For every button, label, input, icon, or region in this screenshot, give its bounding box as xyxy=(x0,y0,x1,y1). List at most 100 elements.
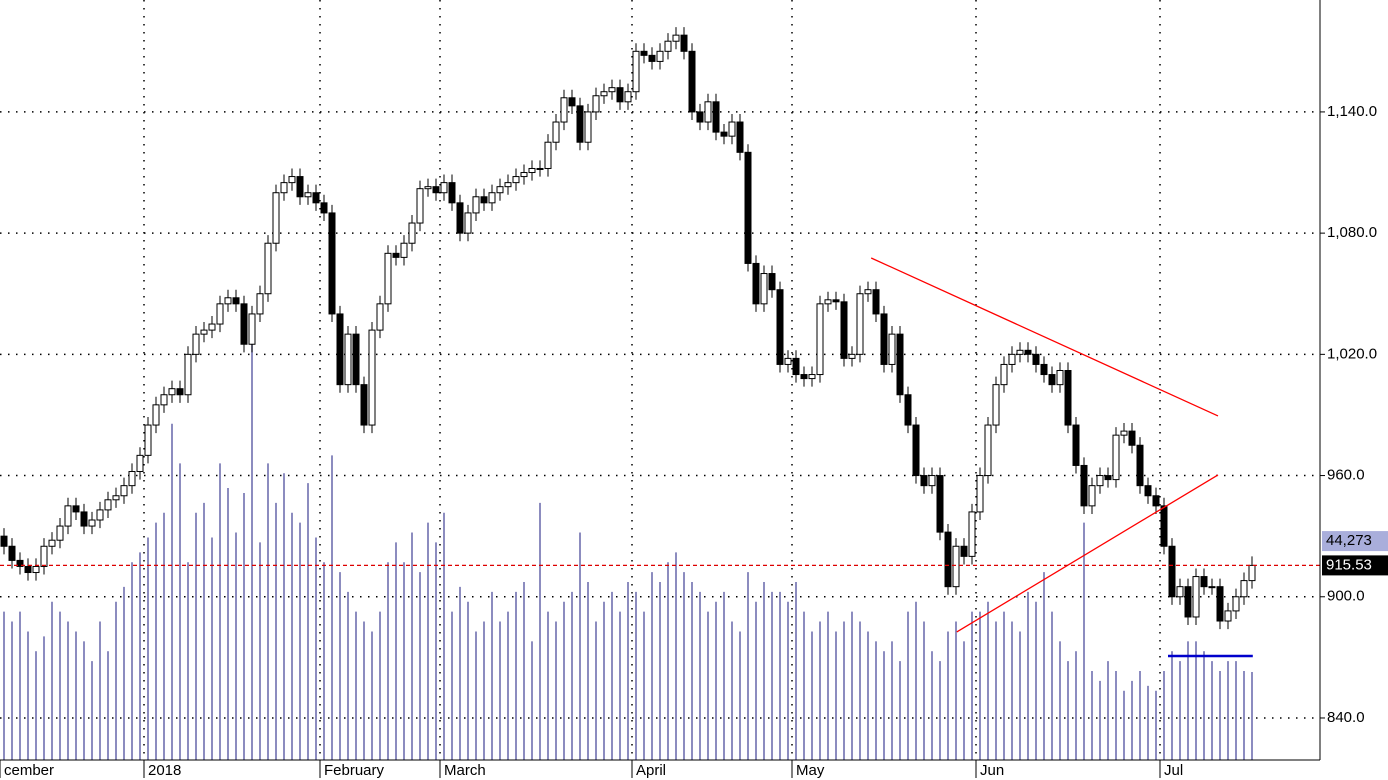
x-tick-label: Jul xyxy=(1164,762,1183,779)
candle-body xyxy=(112,495,120,501)
candle-body xyxy=(992,384,1000,426)
candle-body xyxy=(624,91,632,103)
candle-body xyxy=(152,404,160,426)
candle-body xyxy=(816,303,824,376)
candle-body xyxy=(1128,430,1136,446)
candle-body xyxy=(224,297,232,305)
candle-body xyxy=(520,172,528,178)
candle-body xyxy=(1240,580,1248,598)
candle-body xyxy=(8,545,16,561)
candle-body xyxy=(168,388,176,396)
candle-body xyxy=(1008,353,1016,365)
candle-body xyxy=(72,505,80,513)
trend-line xyxy=(956,474,1219,633)
candle-body xyxy=(984,424,992,477)
y-tick-label: 960.0 xyxy=(1327,467,1365,484)
candle-body xyxy=(1208,586,1216,589)
candle-body xyxy=(264,242,272,295)
candle-body xyxy=(1216,586,1224,622)
candle-body xyxy=(232,297,240,305)
candle-body xyxy=(568,97,576,107)
candle-body xyxy=(576,105,584,143)
candle-body xyxy=(192,333,200,355)
candle-body xyxy=(1200,576,1208,588)
candle-body xyxy=(952,545,960,588)
candle-body xyxy=(1168,545,1176,598)
candle-body xyxy=(1192,576,1200,618)
candle-body xyxy=(1024,349,1032,355)
candle-body xyxy=(104,499,112,511)
candle-body xyxy=(840,301,848,359)
candle-body xyxy=(256,293,264,315)
candle-body xyxy=(472,196,480,214)
candle-body xyxy=(200,329,208,335)
last-price-box xyxy=(1322,555,1388,576)
candle-body xyxy=(936,475,944,533)
candle-body xyxy=(528,167,536,174)
candle-body xyxy=(704,101,712,123)
candle-body xyxy=(296,176,304,198)
candle-body xyxy=(1096,475,1104,487)
candle-body xyxy=(48,539,56,547)
candle-body xyxy=(856,293,864,355)
candle-body xyxy=(240,303,248,345)
x-tick-label: April xyxy=(636,762,666,779)
candle-body xyxy=(488,192,496,204)
candle-body xyxy=(408,222,416,244)
candle-body xyxy=(1032,353,1040,365)
candle-body xyxy=(960,545,968,557)
candle-body xyxy=(944,531,952,588)
candle-body xyxy=(320,202,328,214)
candle-body xyxy=(352,333,360,386)
candle-body xyxy=(848,353,856,359)
x-tick-label: February xyxy=(324,762,385,779)
candle-body xyxy=(400,242,408,258)
candle-body xyxy=(736,121,744,153)
trend-line xyxy=(870,257,1219,417)
candle-body xyxy=(456,202,464,234)
candle-body xyxy=(88,519,96,527)
candle-body xyxy=(440,182,448,194)
candle-body xyxy=(1016,349,1024,355)
candle-body xyxy=(40,545,48,567)
candle-body xyxy=(448,182,456,204)
candle-body xyxy=(1072,424,1080,466)
candle-body xyxy=(184,353,192,396)
candle-body xyxy=(728,121,736,137)
candle-body xyxy=(512,176,520,184)
candle-body xyxy=(744,151,752,264)
candle-body xyxy=(120,485,128,497)
candle-body xyxy=(912,424,920,477)
candle-body xyxy=(336,313,344,386)
candle-body xyxy=(160,394,168,406)
y-tick-label: 1,020.0 xyxy=(1327,345,1377,362)
candle-body xyxy=(1248,564,1256,582)
candle-body xyxy=(752,262,760,305)
candle-body xyxy=(280,182,288,194)
candle-body xyxy=(376,303,384,331)
candle-body xyxy=(640,50,648,56)
candle-body xyxy=(1232,596,1240,612)
candle-body xyxy=(664,40,672,52)
candle-body xyxy=(312,192,320,204)
candle-body xyxy=(80,511,88,527)
candle-body xyxy=(600,91,608,97)
candle-body xyxy=(720,131,728,137)
candle-body xyxy=(16,559,24,567)
candle-body xyxy=(216,303,224,325)
candle-body xyxy=(304,192,312,198)
candle-body xyxy=(1136,444,1144,487)
candle-body xyxy=(760,273,768,305)
candle-body xyxy=(1152,495,1160,507)
candle-body xyxy=(928,475,936,487)
candle-body xyxy=(656,50,664,62)
candle-body xyxy=(920,475,928,487)
candle-body xyxy=(1144,485,1152,497)
y-tick-label: 900.0 xyxy=(1327,588,1365,605)
volume-label-box xyxy=(1322,531,1388,552)
candle-body xyxy=(248,313,256,345)
candle-body xyxy=(792,357,800,376)
x-tick-label: cember xyxy=(4,762,54,779)
candle-body xyxy=(0,535,8,547)
